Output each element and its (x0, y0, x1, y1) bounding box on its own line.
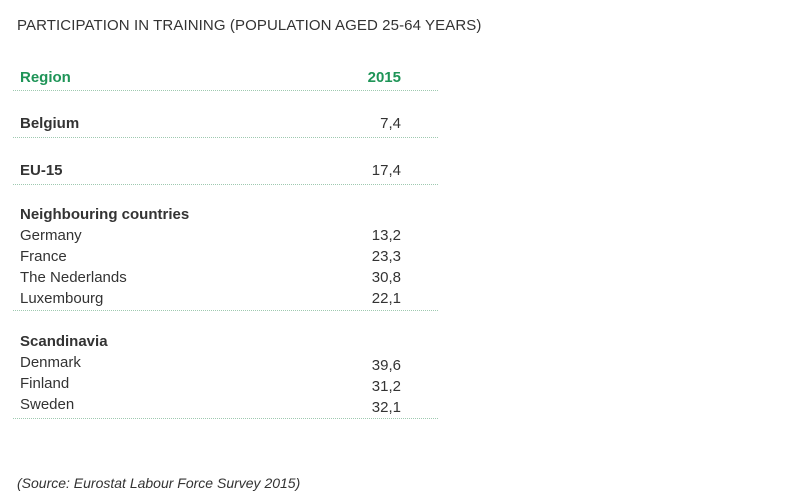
country-label: Denmark (20, 354, 81, 371)
column-header-region: Region (20, 69, 71, 86)
table-row: Sweden 32,1 (13, 394, 438, 419)
table-row-belgium: Belgium 7,4 (13, 113, 438, 138)
row-spacer (13, 185, 438, 204)
country-label: Germany (20, 227, 82, 244)
country-label: Luxembourg (20, 290, 104, 307)
section-heading-label: Neighbouring countries (20, 206, 190, 223)
section-heading-scandinavia: Scandinavia (13, 331, 438, 352)
table-row: Luxembourg 22,1 (13, 288, 438, 311)
table-row: Germany 13,2 (13, 225, 438, 246)
row-spacer (13, 138, 438, 160)
region-value: 7,4 (380, 115, 401, 132)
country-label: France (20, 248, 67, 265)
section-heading-label: Scandinavia (20, 333, 108, 350)
country-value: 39,6 (371, 357, 401, 374)
country-value: 31,2 (371, 378, 401, 395)
country-value: 30,8 (371, 269, 401, 286)
table-row: Denmark 39,6 (13, 352, 438, 374)
region-value: 17,4 (371, 162, 401, 179)
table-row: The Nederlands 30,8 (13, 267, 438, 288)
country-label: The Nederlands (20, 269, 127, 286)
table-header-row: Region 2015 (13, 66, 438, 91)
country-value: 22,1 (371, 290, 401, 307)
table-title: PARTICIPATION IN TRAINING (POPULATION AG… (17, 17, 482, 34)
column-header-year: 2015 (367, 69, 401, 86)
country-value: 32,1 (371, 399, 401, 416)
section-heading-neighbouring: Neighbouring countries (13, 204, 438, 225)
country-label: Finland (20, 375, 70, 392)
country-label: Sweden (20, 396, 75, 413)
row-spacer (13, 91, 438, 113)
participation-table: Region 2015 Belgium 7,4 EU-15 17,4 Neigh… (13, 66, 438, 419)
source-note: (Source: Eurostat Labour Force Survey 20… (17, 475, 301, 491)
region-label: Belgium (20, 115, 80, 132)
region-label: EU-15 (20, 162, 63, 179)
country-value: 13,2 (371, 227, 401, 244)
table-row: France 23,3 (13, 246, 438, 267)
table-row-eu15: EU-15 17,4 (13, 160, 438, 185)
row-spacer (13, 311, 438, 331)
table-row: Finland 31,2 (13, 373, 438, 395)
country-value: 23,3 (371, 248, 401, 265)
